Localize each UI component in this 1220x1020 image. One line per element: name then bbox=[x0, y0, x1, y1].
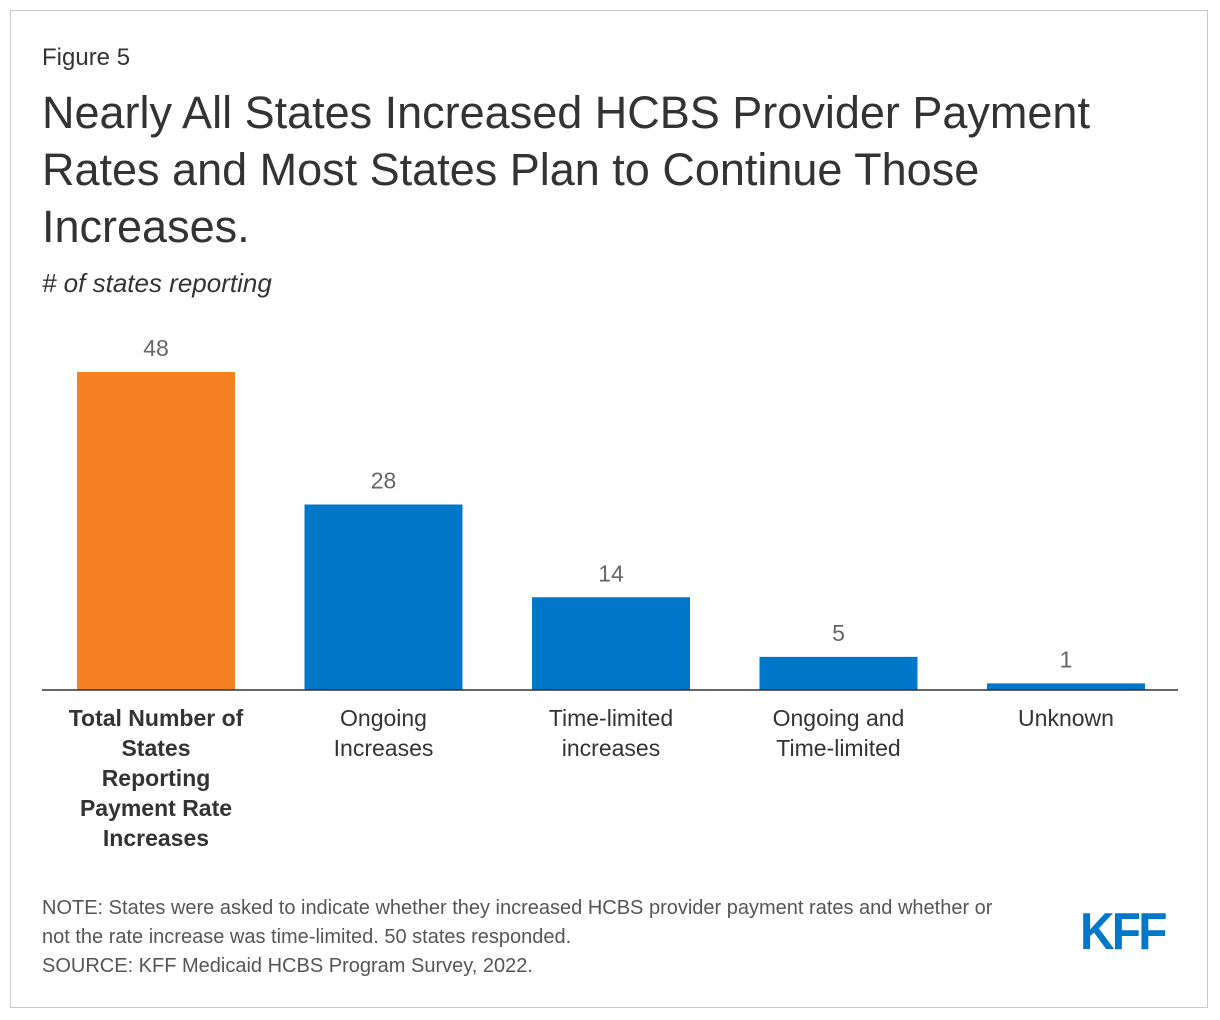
chart-title: Nearly All States Increased HCBS Provide… bbox=[42, 87, 1090, 252]
bar-2 bbox=[304, 504, 463, 690]
note-text: NOTE: States were asked to indicate whet… bbox=[42, 897, 993, 948]
category-label-3: Time-limited increases bbox=[549, 705, 673, 761]
figure-label: Figure 5 bbox=[42, 44, 131, 71]
kff-logo: KFF bbox=[1080, 903, 1167, 961]
data-label-4: 5 bbox=[832, 620, 845, 646]
category-label-1: Total Number of States Reporting Payment Ra… bbox=[69, 705, 244, 851]
bar-4 bbox=[759, 656, 918, 690]
category-label-4: Ongoing and Time-limited bbox=[773, 705, 905, 761]
category-label-2: Ongoing Increases bbox=[334, 705, 434, 761]
data-label-3: 14 bbox=[598, 560, 624, 586]
bar-chart: 48 Total Number of States Reporting Payment … bbox=[42, 335, 1178, 851]
figure-frame bbox=[10, 10, 1208, 1008]
category-label-5: Unknown bbox=[1018, 705, 1114, 731]
data-label-1: 48 bbox=[143, 335, 169, 361]
bar-5 bbox=[987, 683, 1145, 690]
source-text: SOURCE: KFF Medicaid HCBS Program Survey… bbox=[42, 955, 533, 977]
footnote: NOTE: States were asked to indicate whet… bbox=[42, 894, 1022, 981]
data-label-5: 1 bbox=[1060, 646, 1073, 672]
bar-3 bbox=[532, 597, 690, 690]
data-label-2: 28 bbox=[371, 468, 397, 494]
chart-subtitle: # of states reporting bbox=[42, 268, 272, 298]
bar-1 bbox=[77, 372, 235, 690]
